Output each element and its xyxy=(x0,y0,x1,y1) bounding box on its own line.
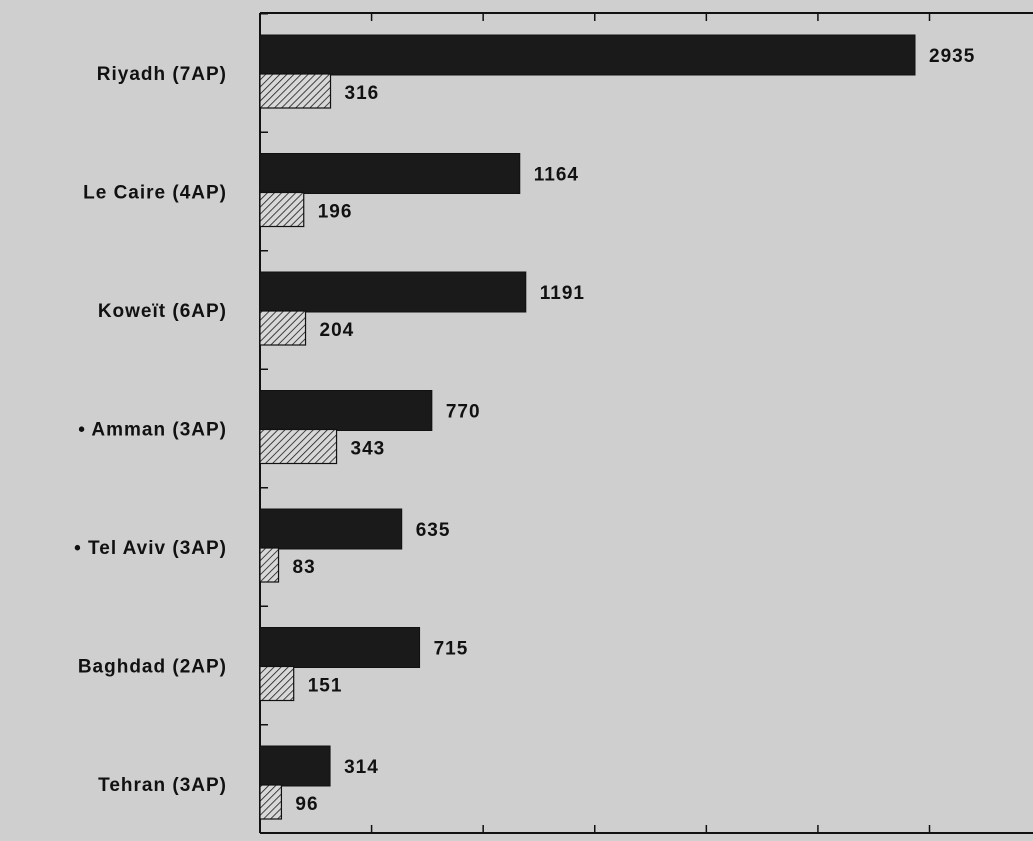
value-label-series2: 96 xyxy=(295,794,318,815)
value-label-series2: 83 xyxy=(293,557,316,578)
value-label-series2: 316 xyxy=(345,83,380,104)
bar-series2 xyxy=(259,428,338,465)
bar-series1 xyxy=(259,508,403,550)
value-label-series2: 196 xyxy=(318,202,353,223)
value-label-series1: 1191 xyxy=(540,283,585,304)
value-label-series1: 635 xyxy=(416,520,451,541)
category-label: Baghdad (2AP) xyxy=(78,657,227,678)
value-label-series2: 204 xyxy=(320,320,355,341)
bar-series2 xyxy=(259,784,283,820)
bar-series2 xyxy=(259,310,307,346)
category-label: Riyadh (7AP) xyxy=(97,64,227,85)
value-label-series1: 1164 xyxy=(534,165,579,186)
value-label-series2: 151 xyxy=(308,676,343,697)
labels-group: Riyadh (7AP) 2935 316 Le Caire (4AP) 1164 196… xyxy=(74,46,975,815)
category-label: Koweït (6AP) xyxy=(98,301,227,322)
category-label: Le Caire (4AP) xyxy=(83,183,227,204)
value-label-series1: 2935 xyxy=(929,46,975,67)
value-label-series1: 314 xyxy=(344,757,379,778)
bar-series1 xyxy=(259,153,521,194)
category-label: • Amman (3AP) xyxy=(78,420,227,441)
value-label-series1: 715 xyxy=(434,639,469,660)
bar-series1 xyxy=(259,271,527,313)
category-label: • Tel Aviv (3AP) xyxy=(74,538,227,559)
bar-series2 xyxy=(259,665,295,702)
bars-group xyxy=(259,34,916,820)
bar-series2 xyxy=(259,547,280,583)
bar-series1 xyxy=(259,745,331,787)
value-label-series2: 343 xyxy=(351,439,386,460)
bar-series2 xyxy=(259,191,305,228)
bar-series1 xyxy=(259,390,433,431)
bar-series1 xyxy=(259,627,421,668)
value-label-series1: 770 xyxy=(446,402,481,423)
bar-series2 xyxy=(259,73,332,109)
bar-series1 xyxy=(259,34,916,76)
category-label: Tehran (3AP) xyxy=(98,775,227,796)
